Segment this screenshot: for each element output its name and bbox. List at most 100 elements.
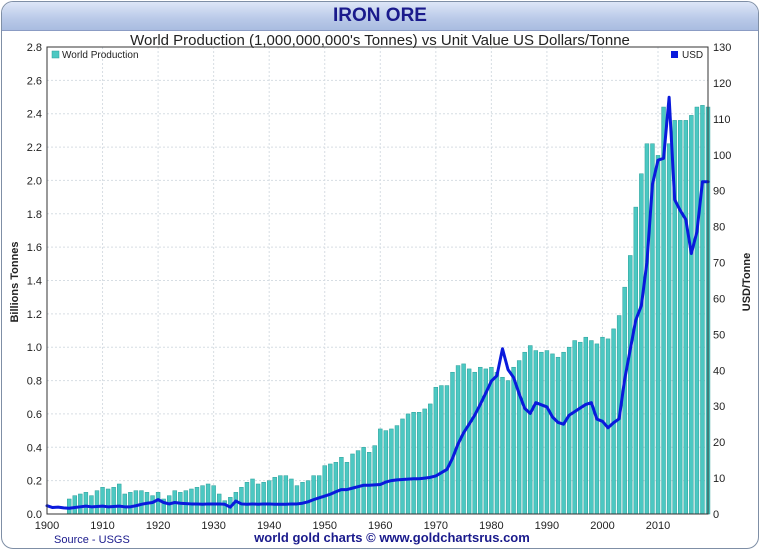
- chart-banner: IRON ORE: [2, 2, 758, 31]
- production-bar: [244, 482, 250, 515]
- y-tick-label: 1.8: [27, 209, 42, 221]
- production-bar: [133, 490, 139, 515]
- y-axis-label-left: Billions Tonnes: [9, 241, 21, 322]
- production-bar: [661, 106, 666, 515]
- production-bar: [550, 353, 555, 515]
- usd-series-line: [45, 95, 710, 510]
- production-bar: [339, 457, 344, 515]
- axis-ticks: 0.0 0.2 0.4 0.6 0.8 1.0 1.2 1.4 1.6 1.8 2.0 2.2 2.4 2…: [27, 42, 732, 532]
- production-bar: [289, 478, 294, 515]
- production-bar: [516, 360, 522, 515]
- y2-tick-label: 120: [713, 78, 731, 90]
- production-bar: [211, 485, 216, 515]
- production-bar: [94, 490, 100, 515]
- production-bar: [461, 363, 466, 515]
- production-bar: [361, 447, 366, 515]
- y-axis-label-right: USD/Tonne: [741, 253, 753, 311]
- legend-usd: USD: [671, 50, 703, 61]
- production-bar: [466, 368, 472, 515]
- production-bar: [633, 206, 638, 515]
- production-bar: [222, 500, 227, 515]
- x-tick-label: 1930: [201, 520, 225, 532]
- production-bar: [572, 340, 577, 515]
- source-note: Source - USGS: [54, 534, 130, 546]
- production-bar: [433, 386, 439, 515]
- production-bar: [305, 480, 311, 515]
- production-bar: [194, 487, 200, 515]
- production-bar: [100, 487, 105, 515]
- production-bar: [250, 478, 255, 515]
- y2-tick-label: 100: [713, 150, 731, 162]
- production-bar: [628, 255, 633, 515]
- production-bar: [566, 346, 572, 515]
- production-bar: [139, 490, 144, 515]
- production-bar: [428, 403, 433, 515]
- production-bar: [639, 173, 644, 515]
- production-bar: [155, 492, 161, 515]
- x-tick-label: 1920: [146, 520, 170, 532]
- production-bar: [200, 485, 205, 515]
- production-bar: [311, 475, 316, 515]
- x-tick-label: 1970: [424, 520, 448, 532]
- production-bar: [150, 495, 155, 515]
- production-bar: [555, 356, 561, 515]
- y-tick-label: 0.2: [27, 476, 42, 488]
- production-bar: [583, 336, 588, 515]
- legend-swatch-usd: [671, 51, 678, 58]
- production-bar: [622, 286, 627, 515]
- production-bar: [689, 115, 694, 515]
- production-bar: [511, 366, 516, 515]
- production-bar: [322, 465, 327, 515]
- production-bar: [333, 462, 339, 515]
- production-bar: [266, 480, 272, 515]
- y2-tick-label: 70: [713, 258, 725, 270]
- x-tick-label: 1940: [257, 520, 281, 532]
- y-tick-label: 0.4: [27, 442, 42, 454]
- production-bar: [389, 428, 394, 515]
- production-bar: [328, 463, 333, 515]
- production-bar: [411, 412, 416, 515]
- y-tick-label: 1.6: [27, 242, 42, 254]
- y2-tick-label: 40: [713, 365, 725, 377]
- production-bar: [505, 380, 511, 515]
- production-bar: [205, 483, 211, 515]
- production-bar: [472, 371, 477, 515]
- production-bar: [122, 493, 127, 515]
- production-bar: [539, 351, 544, 515]
- production-bar: [83, 492, 89, 515]
- x-tick-label: 1950: [312, 520, 336, 532]
- y2-tick-label: 130: [713, 42, 731, 54]
- production-bar: [283, 475, 289, 515]
- legend-label-usd: USD: [682, 50, 703, 61]
- x-tick-label: 1900: [35, 520, 59, 532]
- production-bar: [350, 453, 355, 515]
- y-tick-label: 2.8: [27, 42, 42, 54]
- plot-area-border: [46, 46, 709, 515]
- production-bar: [416, 412, 422, 515]
- production-bar: [366, 452, 372, 515]
- production-bar: [111, 487, 116, 515]
- x-tick-label: 2000: [590, 520, 614, 532]
- production-bar: [528, 345, 533, 515]
- production-bar: [294, 485, 300, 515]
- production-bar: [89, 495, 94, 515]
- y2-tick-label: 10: [713, 473, 725, 485]
- production-bar: [489, 366, 494, 515]
- y-tick-label: 0.6: [27, 409, 42, 421]
- production-bar: [355, 450, 361, 515]
- production-bar: [522, 351, 527, 515]
- y-tick-label: 2.0: [27, 175, 42, 187]
- production-bar: [394, 425, 400, 515]
- y2-tick-label: 30: [713, 401, 725, 413]
- production-bar: [261, 482, 266, 515]
- y2-tick-label: 0: [713, 509, 719, 521]
- production-bar: [544, 350, 550, 515]
- production-bar: [239, 487, 244, 515]
- production-bar: [683, 120, 688, 515]
- production-bar: [405, 413, 411, 515]
- production-bar: [372, 445, 377, 515]
- production-bar: [400, 418, 405, 515]
- credit-note: world gold charts © www.goldchartsrus.co…: [253, 530, 530, 545]
- production-bar: [678, 120, 683, 515]
